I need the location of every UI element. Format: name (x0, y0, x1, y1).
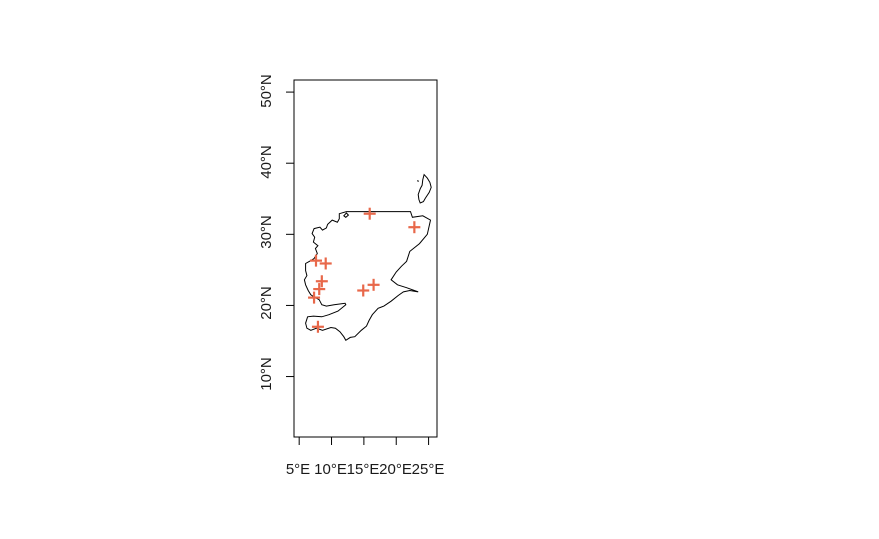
y-tick-label-4: 50°N (258, 74, 275, 108)
point-marker-1 (408, 221, 421, 234)
point-markers (308, 207, 421, 333)
point-marker-3 (319, 257, 332, 270)
x-tick-label-0: 5°E (286, 461, 310, 478)
island-outline-2 (343, 212, 350, 218)
y-tick-label-0: 10°N (258, 357, 275, 391)
x-tick-label-3: 20°E (379, 461, 412, 478)
point-marker-6 (308, 291, 321, 304)
y-tick-label-3: 40°N (258, 145, 275, 179)
island-outline-1 (417, 179, 419, 182)
point-marker-7 (367, 278, 380, 291)
point-marker-4 (315, 275, 328, 288)
point-marker-9 (311, 320, 324, 333)
point-marker-2 (310, 254, 322, 267)
x-tick-label-2: 15°E (347, 461, 380, 478)
island-outline-0 (417, 173, 432, 204)
y-tick-label-1: 20°N (258, 286, 275, 320)
point-marker-0 (363, 207, 376, 220)
x-axis: 5°E 10°E 15°E 20°E 25°E (286, 436, 445, 478)
mainland-outline (303, 211, 432, 342)
country-outline (303, 173, 432, 342)
x-tick-label-4: 25°E (412, 461, 445, 478)
x-tick-label-1: 10°E (314, 461, 347, 478)
point-marker-5 (313, 283, 326, 296)
y-tick-label-2: 30°N (258, 215, 275, 249)
point-marker-8 (357, 284, 370, 297)
y-axis: 10°N 20°N 30°N 40°N 50°N (258, 74, 295, 391)
